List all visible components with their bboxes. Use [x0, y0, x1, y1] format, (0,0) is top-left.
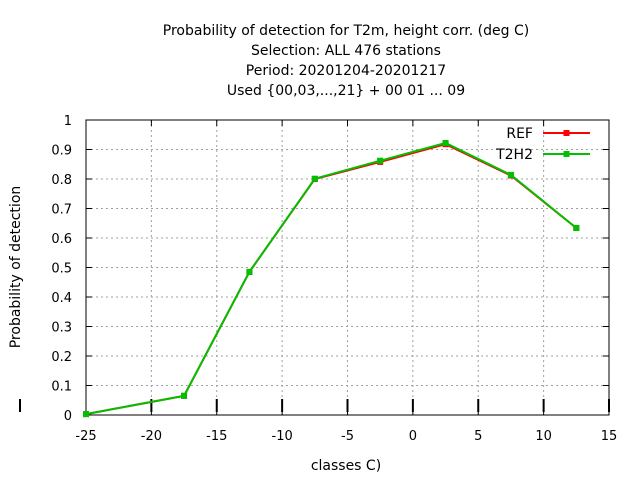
series-line-ref: [85, 143, 577, 416]
data-point-t2h2: [83, 411, 89, 418]
y-tick-labels: 0 0.1 0.2 0.3 0.4 0.5 0.6 0.7 0.8 0.9 1: [51, 114, 72, 424]
y-tick-label: 0.9: [51, 144, 72, 159]
y-tick-label: 0.3: [51, 321, 72, 336]
y-tick-label: 0.5: [51, 262, 72, 277]
series-line-t2h2: [85, 141, 577, 416]
data-point-t2h2: [377, 157, 384, 164]
y-tick-label: 0.1: [51, 380, 72, 395]
data-point-t2h2: [246, 268, 253, 275]
x-tick-label: 0: [409, 429, 417, 444]
x-tick-label: 10: [535, 429, 552, 444]
title-line: Period: 20201204-20201217: [246, 63, 446, 79]
y-tick-label: 0.4: [51, 291, 72, 306]
x-tick-label: -15: [206, 429, 227, 444]
x-tick-label: -10: [272, 429, 293, 444]
y-tick-label: 0.8: [51, 173, 72, 188]
x-tick-labels: -25 -20 -15 -10 -5 0 5 10 15: [75, 429, 617, 444]
series: [83, 140, 580, 418]
x-tick-label: 15: [601, 429, 618, 444]
data-point-t2h2: [507, 171, 514, 178]
x-axis-label: classes C): [311, 458, 381, 474]
x-tick-label: 5: [474, 429, 482, 444]
x-tick-label: -5: [341, 429, 354, 444]
title-line: Selection: ALL 476 stations: [251, 43, 441, 59]
y-tick-label: 1: [64, 114, 72, 129]
y-tick-label: 0: [64, 409, 72, 424]
y-tick-label: 0.6: [51, 232, 72, 247]
title-line: Probability of detection for T2m, height…: [163, 23, 529, 39]
legend-marker: [563, 151, 570, 157]
axis-ticks: [85, 119, 610, 416]
y-axis-label: Probability of detection: [8, 186, 24, 349]
y-tick-label: 0.7: [51, 203, 72, 218]
data-point-t2h2: [442, 140, 449, 147]
data-point-t2h2: [311, 175, 318, 182]
legend-label: REF: [506, 126, 533, 142]
y-tick-label: 0.2: [51, 350, 72, 365]
x-tick-label: -25: [75, 429, 96, 444]
legend-label: T2H2: [495, 147, 533, 163]
data-point-t2h2: [181, 392, 188, 399]
title-line: Used {00,03,...,21} + 00 01 ... 09: [227, 83, 465, 99]
x-tick-label: -20: [141, 429, 162, 444]
legend-marker: [563, 130, 570, 136]
legend: REF T2H2: [495, 126, 590, 163]
grid: [86, 120, 609, 415]
data-point-t2h2: [573, 224, 580, 231]
chart-title: Probability of detection for T2m, height…: [163, 23, 529, 99]
